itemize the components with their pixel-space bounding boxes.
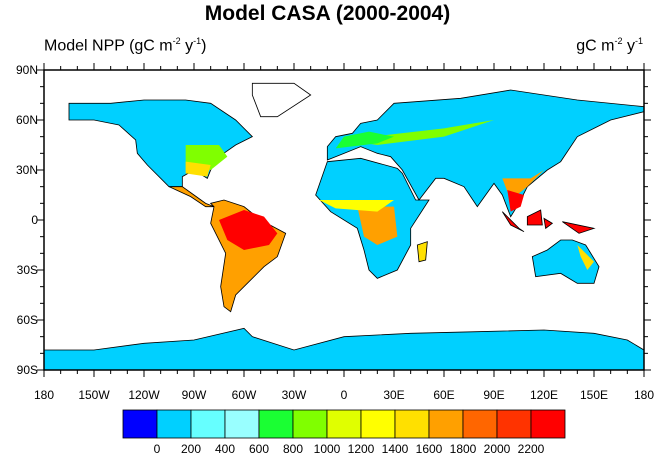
eurasia [326,89,644,218]
lon-tick-label: 180 [633,388,655,402]
lon-tick-label: 180 [33,388,55,402]
lon-tick-label: 120E [529,388,559,402]
colorbar [122,409,566,439]
exp2: -1 [193,36,202,46]
map-title: Model CASA (2000-2004) [204,2,451,25]
lon-tick-label: 150E [579,388,609,402]
colorbar-label: 0 [153,442,161,456]
colorbar-box [462,409,498,439]
colorbar-label: 800 [282,442,304,456]
units-text: gC m [576,37,615,55]
colorbar-box [122,409,158,439]
variable-label: Model NPP (gC m-2 y-1) [44,36,206,55]
colorbar-label: 1600 [415,442,443,456]
lat-tick-label: 30S [16,263,38,277]
exp1: -2 [172,36,181,46]
lon-tick-label: 30E [383,388,405,402]
lon-tick-label: 60E [433,388,455,402]
lon-tick-label: 60W [231,388,257,402]
lat-tick-label: 30N [15,163,38,177]
lat-tick-label: 90N [15,63,38,77]
colorbar-box [326,409,362,439]
colorbar-box [496,409,532,439]
colorbar-label: 1800 [449,442,477,456]
north-america [68,99,254,188]
lon-tick-label: 90W [181,388,207,402]
units-mid: y [622,37,635,55]
units-exp2: -1 [634,36,643,46]
colorbar-box [156,409,192,439]
lon-tick-label: 0 [340,388,348,402]
colorbar-label: 2000 [483,442,511,456]
colorbar-label: 600 [248,442,270,456]
greenland [251,82,312,118]
colorbar-label: 1000 [313,442,341,456]
npp-contours [185,120,594,270]
units-label: gC m-2 y-1 [576,36,643,55]
colorbar-label: 1400 [381,442,409,456]
colorbar-box [428,409,464,439]
lat-tick-label: 60S [16,313,38,327]
colorbar-box [224,409,260,439]
madagascar [416,241,428,263]
variable-label-mid: y [180,37,194,55]
antarctica [44,327,644,370]
indonesia [501,209,596,234]
colorbar-label: 2200 [517,442,545,456]
colorbar-box [530,409,566,439]
colorbar-box [360,409,396,439]
colorbar-box [292,409,328,439]
variable-label-end: ) [201,37,207,55]
tick-marks [37,63,651,377]
colorbar-box [190,409,226,439]
units-exp1: -2 [614,36,623,46]
lon-tick-label: 120W [128,388,160,402]
lat-tick-label: 90S [16,363,38,377]
colorbar-box [258,409,294,439]
lat-tick-label: 0 [31,213,38,227]
land-fill [44,82,644,370]
lon-tick-label: 30W [281,388,307,402]
variable-label-text: Model NPP (gC m [44,37,173,55]
lon-tick-label: 90E [483,388,505,402]
colorbar-label: 1200 [347,442,375,456]
colorbar-label: 200 [180,442,202,456]
colorbar-label: 400 [214,442,236,456]
map-area [44,82,644,370]
lat-tick-label: 60N [15,113,38,127]
colorbar-box [394,409,430,439]
central-america [168,186,215,208]
lon-tick-label: 150W [78,388,110,402]
